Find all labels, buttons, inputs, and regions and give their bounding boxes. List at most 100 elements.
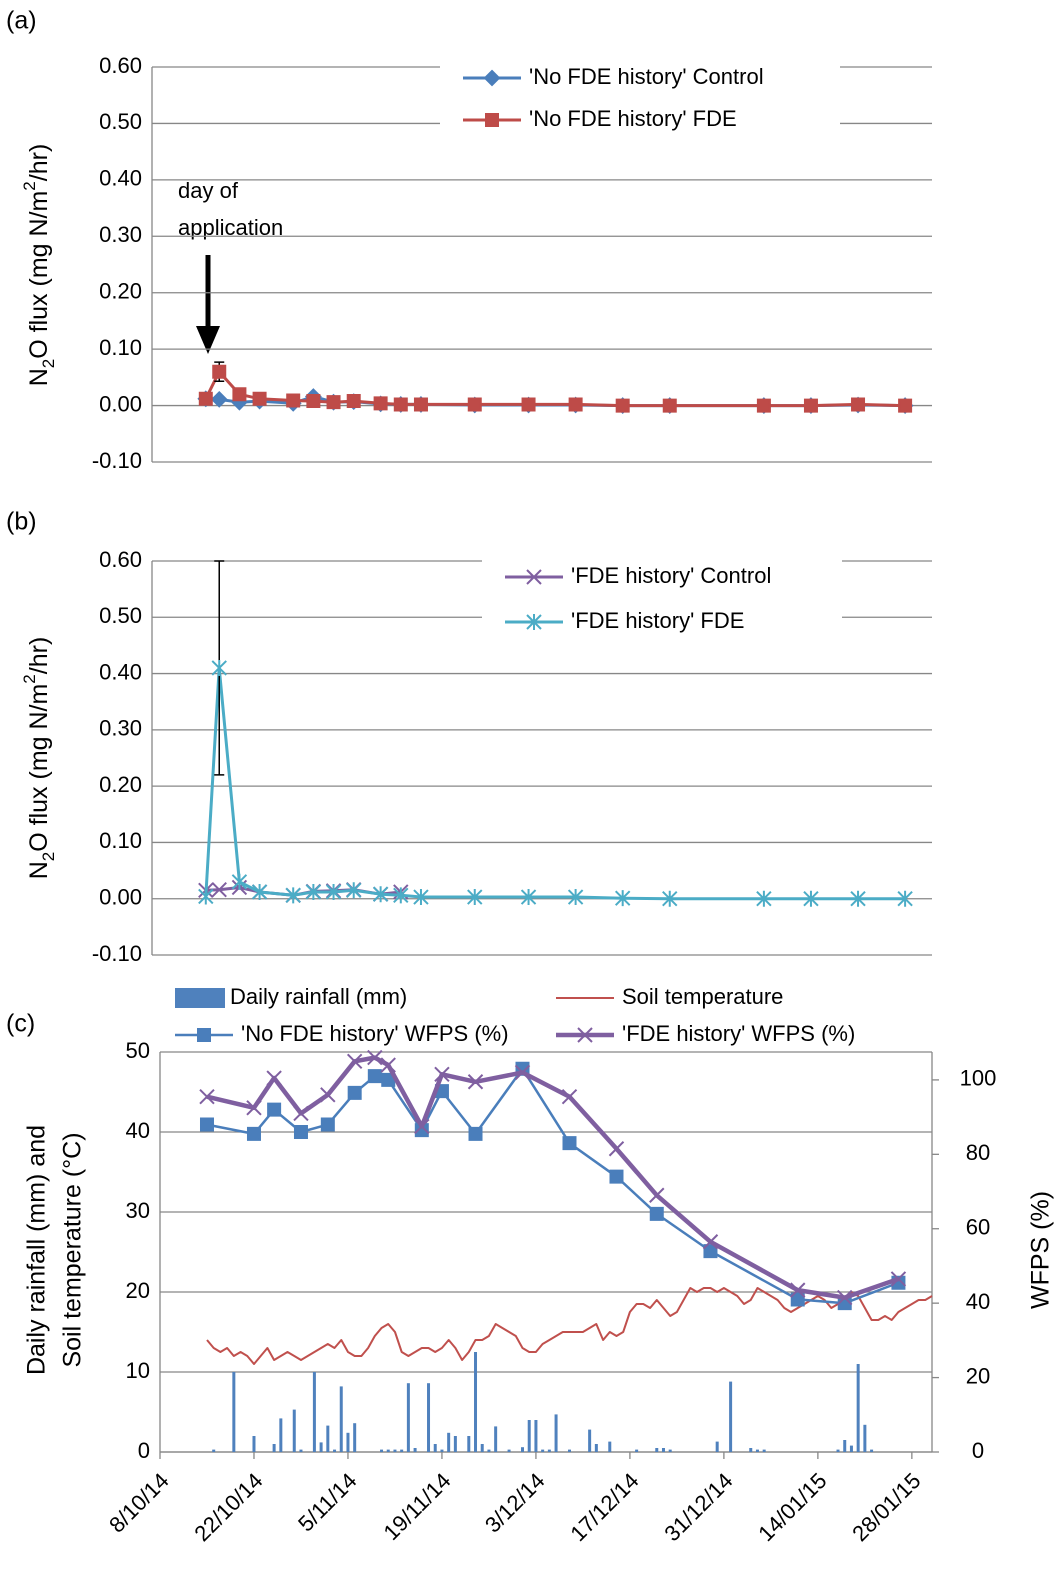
bar [715,1441,719,1452]
bar [406,1383,410,1452]
marker [662,398,677,413]
marker [367,1069,382,1084]
marker [467,889,483,906]
marker [467,397,482,412]
marker [246,1100,262,1116]
bar [534,1420,538,1452]
bar [541,1449,545,1452]
annotation: day of [178,178,239,203]
panel-label: (c) [6,1010,35,1038]
y-axis-label-part: 2 [39,359,58,368]
bar [453,1436,457,1452]
bar [272,1444,276,1452]
marker [413,397,428,412]
marker [803,398,818,413]
bar [554,1414,558,1452]
bar [440,1449,444,1452]
legend-box [440,58,840,142]
marker [372,886,389,903]
marker [293,1125,308,1139]
y-tick-label: 0.40 [99,166,142,191]
marker [211,882,227,898]
bar [299,1449,303,1452]
marker [305,883,322,900]
bar [635,1449,639,1452]
marker [246,1126,261,1141]
marker [306,394,321,409]
marker [561,1088,578,1105]
marker [252,391,267,406]
legend-label: 'FDE history' FDE [571,608,744,633]
marker [285,887,301,904]
marker [198,391,213,406]
y2-tick-label: 60 [966,1215,990,1240]
bar [279,1418,283,1452]
bar [527,1420,531,1452]
y-tick-label: 0.60 [99,53,142,78]
y-axis-label-part: N [25,861,53,879]
marker [897,890,913,907]
marker [198,888,214,905]
bar [346,1432,350,1452]
marker [514,1064,531,1081]
y-tick-label: 20 [126,1278,150,1303]
bar [413,1448,417,1452]
bar [232,1372,236,1452]
marker [898,398,913,413]
marker [890,1271,907,1287]
marker [467,1074,484,1090]
legend-label: Soil temperature [622,984,783,1009]
bar [427,1383,431,1452]
bar [863,1424,867,1452]
bar [319,1442,323,1452]
marker [381,1072,396,1087]
y-axis-label: Soil temperature (°C) [59,1132,87,1367]
bar [567,1449,571,1452]
marker [803,890,819,907]
y-tick-label: 0.00 [99,391,142,416]
marker [367,1049,383,1066]
y-axis-label: N2O flux (mg N/m2/hr) [20,144,58,387]
bar [655,1448,659,1452]
legend-label: Daily rainfall (mm) [230,984,407,1009]
legend-label: 'No FDE history' Control [529,64,764,89]
y-tick-label: 0.50 [99,603,142,628]
marker [320,1117,335,1132]
bar [326,1425,330,1452]
legend-label: 'No FDE history' FDE [529,106,737,131]
bar [521,1447,525,1452]
bar [393,1449,397,1452]
y2-axis-label: WFPS (%) [1027,1191,1055,1309]
marker [609,1169,624,1184]
marker [850,890,866,907]
y-tick-label: 0.10 [99,335,142,360]
bar [870,1449,874,1452]
marker [614,890,631,907]
marker [199,1117,214,1132]
marker [326,395,341,410]
marker [414,1118,430,1135]
y-axis-label-part: O flux (mg N/m [25,684,53,852]
y-tick-label: 0.20 [99,772,142,797]
y-tick-label: 0.30 [99,222,142,247]
marker [232,387,247,402]
marker [380,1057,396,1073]
y2-tick-label: 100 [960,1066,997,1091]
marker [608,1141,625,1157]
marker [520,889,537,906]
y-tick-label: 0.40 [99,659,142,684]
bar [494,1426,498,1452]
legend-marker [526,569,542,585]
marker [756,398,771,413]
marker [662,890,678,907]
panel-label: (a) [6,7,37,35]
bar [333,1449,337,1452]
legend-marker [526,614,542,630]
bar [212,1449,216,1452]
y-axis-label: N2O flux (mg N/m2/hr) [20,637,58,880]
bar [608,1441,612,1452]
marker [393,397,408,412]
marker [373,396,388,411]
bar [252,1436,256,1452]
y-tick-label: 0.20 [99,279,142,304]
